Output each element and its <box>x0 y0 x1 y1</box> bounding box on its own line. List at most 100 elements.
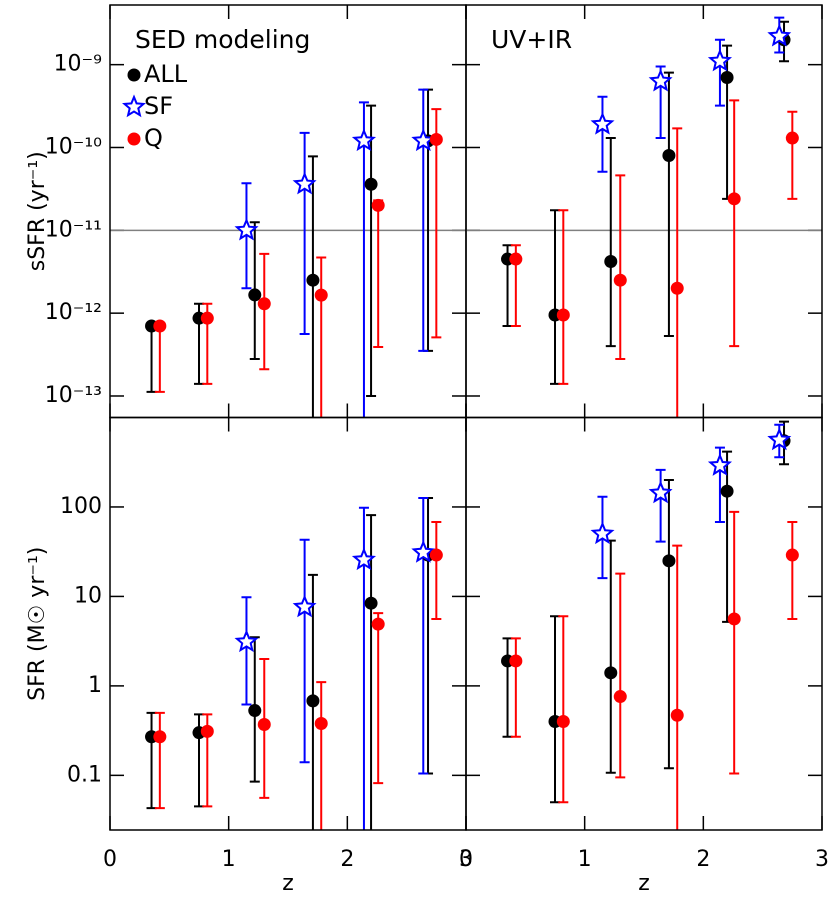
y-tick-label: 0.1 <box>67 762 102 787</box>
point-marker <box>509 252 523 266</box>
error-bar <box>729 510 740 775</box>
y-tick-label: 10 <box>74 583 102 608</box>
point-marker <box>727 612 741 626</box>
error-bar <box>550 209 560 385</box>
x-tick-label: 1 <box>578 847 592 872</box>
point-marker <box>556 308 570 322</box>
point-marker <box>306 273 320 287</box>
legend-label: SF <box>144 92 173 120</box>
y-tick-label: 1 <box>88 673 102 698</box>
legend-label: ALL <box>144 60 188 88</box>
panel-title: UV+IR <box>491 25 572 54</box>
error-bar <box>299 131 310 336</box>
panel-frame <box>465 4 823 419</box>
x-tick-label: 3 <box>815 847 829 872</box>
legend-marker <box>127 132 141 146</box>
star-marker <box>590 521 615 545</box>
error-bar <box>510 637 521 738</box>
y-axis-label: SFR (M☉ yr⁻¹) <box>25 547 50 701</box>
error-bar <box>787 520 798 620</box>
point-marker <box>314 716 328 730</box>
panel-frame <box>109 416 467 831</box>
point-marker <box>429 132 443 146</box>
point-marker <box>670 281 684 295</box>
plot-area <box>501 420 799 830</box>
plot-area <box>466 16 822 418</box>
star-marker <box>590 111 615 135</box>
y-tick-label: 10⁻¹⁰ <box>45 134 102 159</box>
x-axis-label: z <box>638 871 650 896</box>
point-marker <box>662 554 676 568</box>
error-bar <box>558 209 569 385</box>
point-marker <box>604 255 618 269</box>
point-marker <box>371 198 385 212</box>
error-bar <box>615 572 626 779</box>
error-bar <box>722 450 733 623</box>
point-marker <box>785 131 799 145</box>
point-marker <box>604 666 618 680</box>
error-bar <box>373 612 384 785</box>
error-bar <box>431 108 442 339</box>
point-marker <box>200 311 214 325</box>
point-marker <box>257 718 271 732</box>
star-marker <box>767 23 792 47</box>
error-bar <box>672 544 683 830</box>
error-bar <box>672 127 683 418</box>
error-bar <box>597 95 608 173</box>
error-bar <box>502 637 513 738</box>
x-tick-label: 3 <box>459 847 473 872</box>
point-marker <box>720 484 734 498</box>
error-bar <box>418 496 429 775</box>
y-tick-label: 10⁻¹² <box>45 300 102 325</box>
error-bar <box>146 324 157 393</box>
point-marker <box>314 288 328 302</box>
point-marker <box>509 654 523 668</box>
star-marker <box>707 452 733 476</box>
error-bar <box>663 71 674 337</box>
point-marker <box>371 617 385 631</box>
error-bar <box>241 596 252 706</box>
point-marker <box>153 319 167 333</box>
star-marker <box>234 217 259 241</box>
star-marker <box>767 427 792 451</box>
point-marker <box>429 548 443 562</box>
error-bar <box>431 520 442 620</box>
error-bar <box>550 615 560 804</box>
error-bar <box>373 199 384 349</box>
panel-title: SED modeling <box>135 25 310 54</box>
star-marker <box>411 539 436 563</box>
error-bar <box>316 256 327 418</box>
error-bar <box>729 99 740 348</box>
y-tick-label: 10⁻¹¹ <box>45 217 102 242</box>
point-marker <box>613 690 627 704</box>
point-marker <box>248 704 262 718</box>
panel-frame <box>465 416 823 831</box>
point-marker <box>670 708 684 722</box>
point-marker <box>200 724 214 738</box>
star-marker <box>234 629 259 653</box>
x-tick-label: 0 <box>459 847 473 872</box>
star-marker <box>292 594 317 618</box>
error-bar <box>146 711 157 810</box>
y-tick-label: 10⁻⁹ <box>54 52 102 77</box>
x-axis-label: z <box>282 871 294 896</box>
star-marker <box>707 48 733 72</box>
error-bar <box>615 174 626 360</box>
x-tick-label: 0 <box>103 847 117 872</box>
plot-area <box>145 496 443 830</box>
star-marker <box>292 171 317 195</box>
point-marker <box>306 694 320 708</box>
legend-label: Q <box>144 124 163 152</box>
x-tick-label: 2 <box>340 847 354 872</box>
point-marker <box>613 273 627 287</box>
y-axis-label: sSFR (yr⁻¹) <box>25 151 50 271</box>
point-marker <box>257 297 271 311</box>
error-bar <box>423 496 434 775</box>
error-bar <box>787 110 798 200</box>
star-marker <box>648 68 673 92</box>
star-marker <box>351 547 377 571</box>
x-tick-label: 1 <box>222 847 236 872</box>
error-bar <box>605 539 616 774</box>
point-marker <box>364 177 378 191</box>
